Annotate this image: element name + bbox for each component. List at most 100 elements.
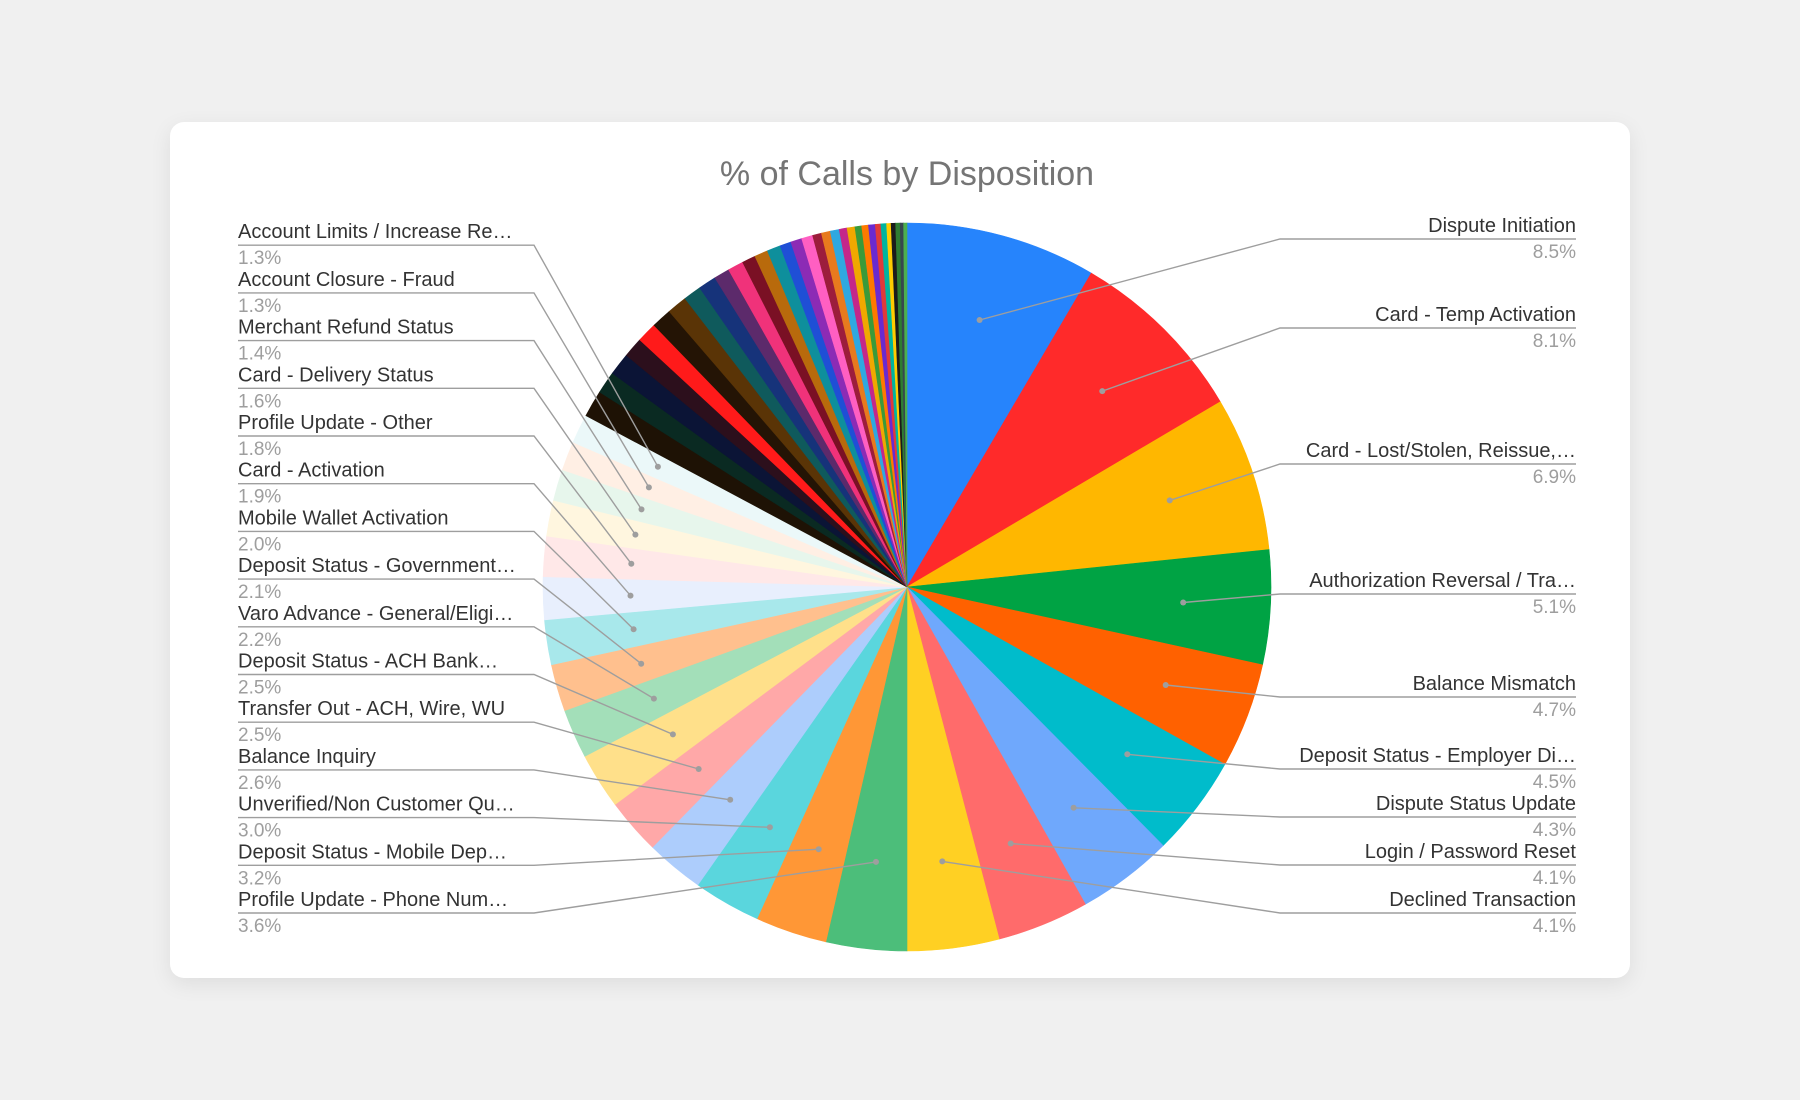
leader-line-17 xyxy=(238,530,635,630)
leader-line-10 xyxy=(238,848,819,866)
slice-label-4: Balance Mismatch xyxy=(1413,673,1576,695)
slice-value-20: 1.6% xyxy=(238,391,281,412)
leader-line-9 xyxy=(238,861,877,914)
slice-label-23: Account Limits / Increase Re… xyxy=(238,221,513,243)
slice-value-11: 3.0% xyxy=(238,821,281,842)
pie-slice-1 xyxy=(906,272,1221,588)
leader-line-1 xyxy=(1102,327,1576,392)
leader-line-3 xyxy=(1183,593,1576,604)
slice-value-19: 1.8% xyxy=(238,439,281,460)
leader-line-18 xyxy=(238,483,632,597)
slice-value-8: 4.1% xyxy=(1533,916,1576,937)
leader-dot-18 xyxy=(627,592,634,599)
slice-label-22: Account Closure - Fraud xyxy=(238,269,455,291)
pie-chart: % of Calls by Disposition Dispute Initia… xyxy=(238,155,1576,952)
leader-dot-9 xyxy=(873,858,879,865)
leader-dot-8 xyxy=(939,858,946,865)
slice-value-16: 2.1% xyxy=(238,582,281,603)
leader-line-19 xyxy=(238,435,632,565)
leader-line-8 xyxy=(942,860,1576,914)
leader-dot-20 xyxy=(632,531,639,538)
leader-line-2 xyxy=(1169,463,1576,502)
leader-dot-10 xyxy=(815,846,822,853)
leader-dot-6 xyxy=(1070,804,1077,811)
pie-slice-minor-31 xyxy=(903,222,908,588)
slice-label-11: Unverified/Non Customer Qu… xyxy=(238,794,515,816)
slice-value-5: 4.5% xyxy=(1533,772,1576,793)
leader-line-7 xyxy=(1010,842,1576,866)
slice-label-21: Merchant Refund Status xyxy=(238,317,454,339)
slice-label-3: Authorization Reversal / Tra… xyxy=(1309,570,1576,592)
leader-line-0 xyxy=(979,238,1576,321)
slice-value-6: 4.3% xyxy=(1533,820,1576,841)
slice-value-22: 1.3% xyxy=(238,296,281,317)
leader-dot-1 xyxy=(1099,388,1106,395)
leader-dot-22 xyxy=(645,484,652,491)
leader-line-4 xyxy=(1165,684,1576,698)
slice-label-13: Transfer Out - ACH, Wire, WU xyxy=(238,698,505,720)
leader-dot-12 xyxy=(727,796,734,803)
slice-value-2: 6.9% xyxy=(1533,467,1576,488)
slice-label-7: Login / Password Reset xyxy=(1365,841,1577,863)
slice-value-21: 1.4% xyxy=(238,344,281,365)
slice-label-14: Deposit Status - ACH Bank… xyxy=(238,651,498,673)
slice-value-0: 8.5% xyxy=(1533,242,1576,263)
slice-value-3: 5.1% xyxy=(1533,597,1576,618)
leader-dot-23 xyxy=(654,463,661,470)
slice-label-12: Balance Inquiry xyxy=(238,746,376,768)
pie-slices xyxy=(542,222,1272,952)
chart-card: % of Calls by Disposition Dispute Initia… xyxy=(170,122,1630,978)
slice-value-7: 4.1% xyxy=(1533,868,1576,889)
leader-dot-7 xyxy=(1007,840,1014,847)
leader-line-14 xyxy=(238,673,674,736)
slice-label-19: Profile Update - Other xyxy=(238,412,433,434)
slice-label-15: Varo Advance - General/Eligi… xyxy=(238,603,513,625)
leader-line-20 xyxy=(238,387,636,535)
leader-dot-14 xyxy=(669,731,676,738)
leader-dot-21 xyxy=(638,506,645,513)
leader-line-11 xyxy=(238,816,770,828)
slice-label-18: Card - Activation xyxy=(238,460,385,482)
chart-title: % of Calls by Disposition xyxy=(720,155,1094,193)
leader-line-16 xyxy=(238,578,642,665)
slice-value-1: 8.1% xyxy=(1533,331,1576,352)
slice-label-9: Profile Update - Phone Num… xyxy=(238,889,508,911)
slice-value-18: 1.9% xyxy=(238,487,281,508)
leader-line-23 xyxy=(238,244,659,468)
slice-value-9: 3.6% xyxy=(238,916,281,937)
slice-label-0: Dispute Initiation xyxy=(1428,215,1576,237)
slice-label-2: Card - Lost/Stolen, Reissue,… xyxy=(1306,440,1576,462)
slice-value-4: 4.7% xyxy=(1533,700,1576,721)
leader-line-22 xyxy=(238,292,650,488)
slice-value-10: 3.2% xyxy=(238,868,281,889)
leader-dot-4 xyxy=(1162,682,1169,688)
slice-value-14: 2.5% xyxy=(238,678,281,699)
leader-line-15 xyxy=(238,626,655,700)
slice-value-23: 1.3% xyxy=(238,248,281,269)
leader-line-21 xyxy=(238,339,643,510)
leader-dot-13 xyxy=(695,766,702,772)
slice-labels: Dispute Initiation 8.5% Card - Temp Activa… xyxy=(238,215,1576,937)
slice-label-10: Deposit Status - Mobile Dep… xyxy=(238,841,507,863)
slice-label-16: Deposit Status - Government… xyxy=(238,555,516,577)
leader-dot-2 xyxy=(1166,497,1173,504)
slice-value-13: 2.5% xyxy=(238,725,281,746)
leader-line-12 xyxy=(238,769,731,801)
leader-dot-3 xyxy=(1180,599,1187,606)
slice-value-12: 2.6% xyxy=(238,773,281,794)
leader-dot-5 xyxy=(1124,751,1131,758)
slice-label-5: Deposit Status - Employer Di… xyxy=(1299,745,1576,767)
leader-line-5 xyxy=(1127,753,1576,770)
leader-lines xyxy=(238,238,1576,914)
pie-slice-0 xyxy=(906,222,1092,589)
slice-label-8: Declined Transaction xyxy=(1389,889,1576,911)
leader-line-13 xyxy=(238,721,699,770)
slice-value-15: 2.2% xyxy=(238,630,281,651)
leader-line-6 xyxy=(1073,807,1576,818)
leader-dot-19 xyxy=(628,560,635,567)
leader-dot-15 xyxy=(650,695,657,702)
slice-value-17: 2.0% xyxy=(238,534,281,555)
leader-dot-17 xyxy=(630,626,637,633)
leader-dot-0 xyxy=(976,317,983,323)
slice-label-6: Dispute Status Update xyxy=(1376,793,1576,815)
